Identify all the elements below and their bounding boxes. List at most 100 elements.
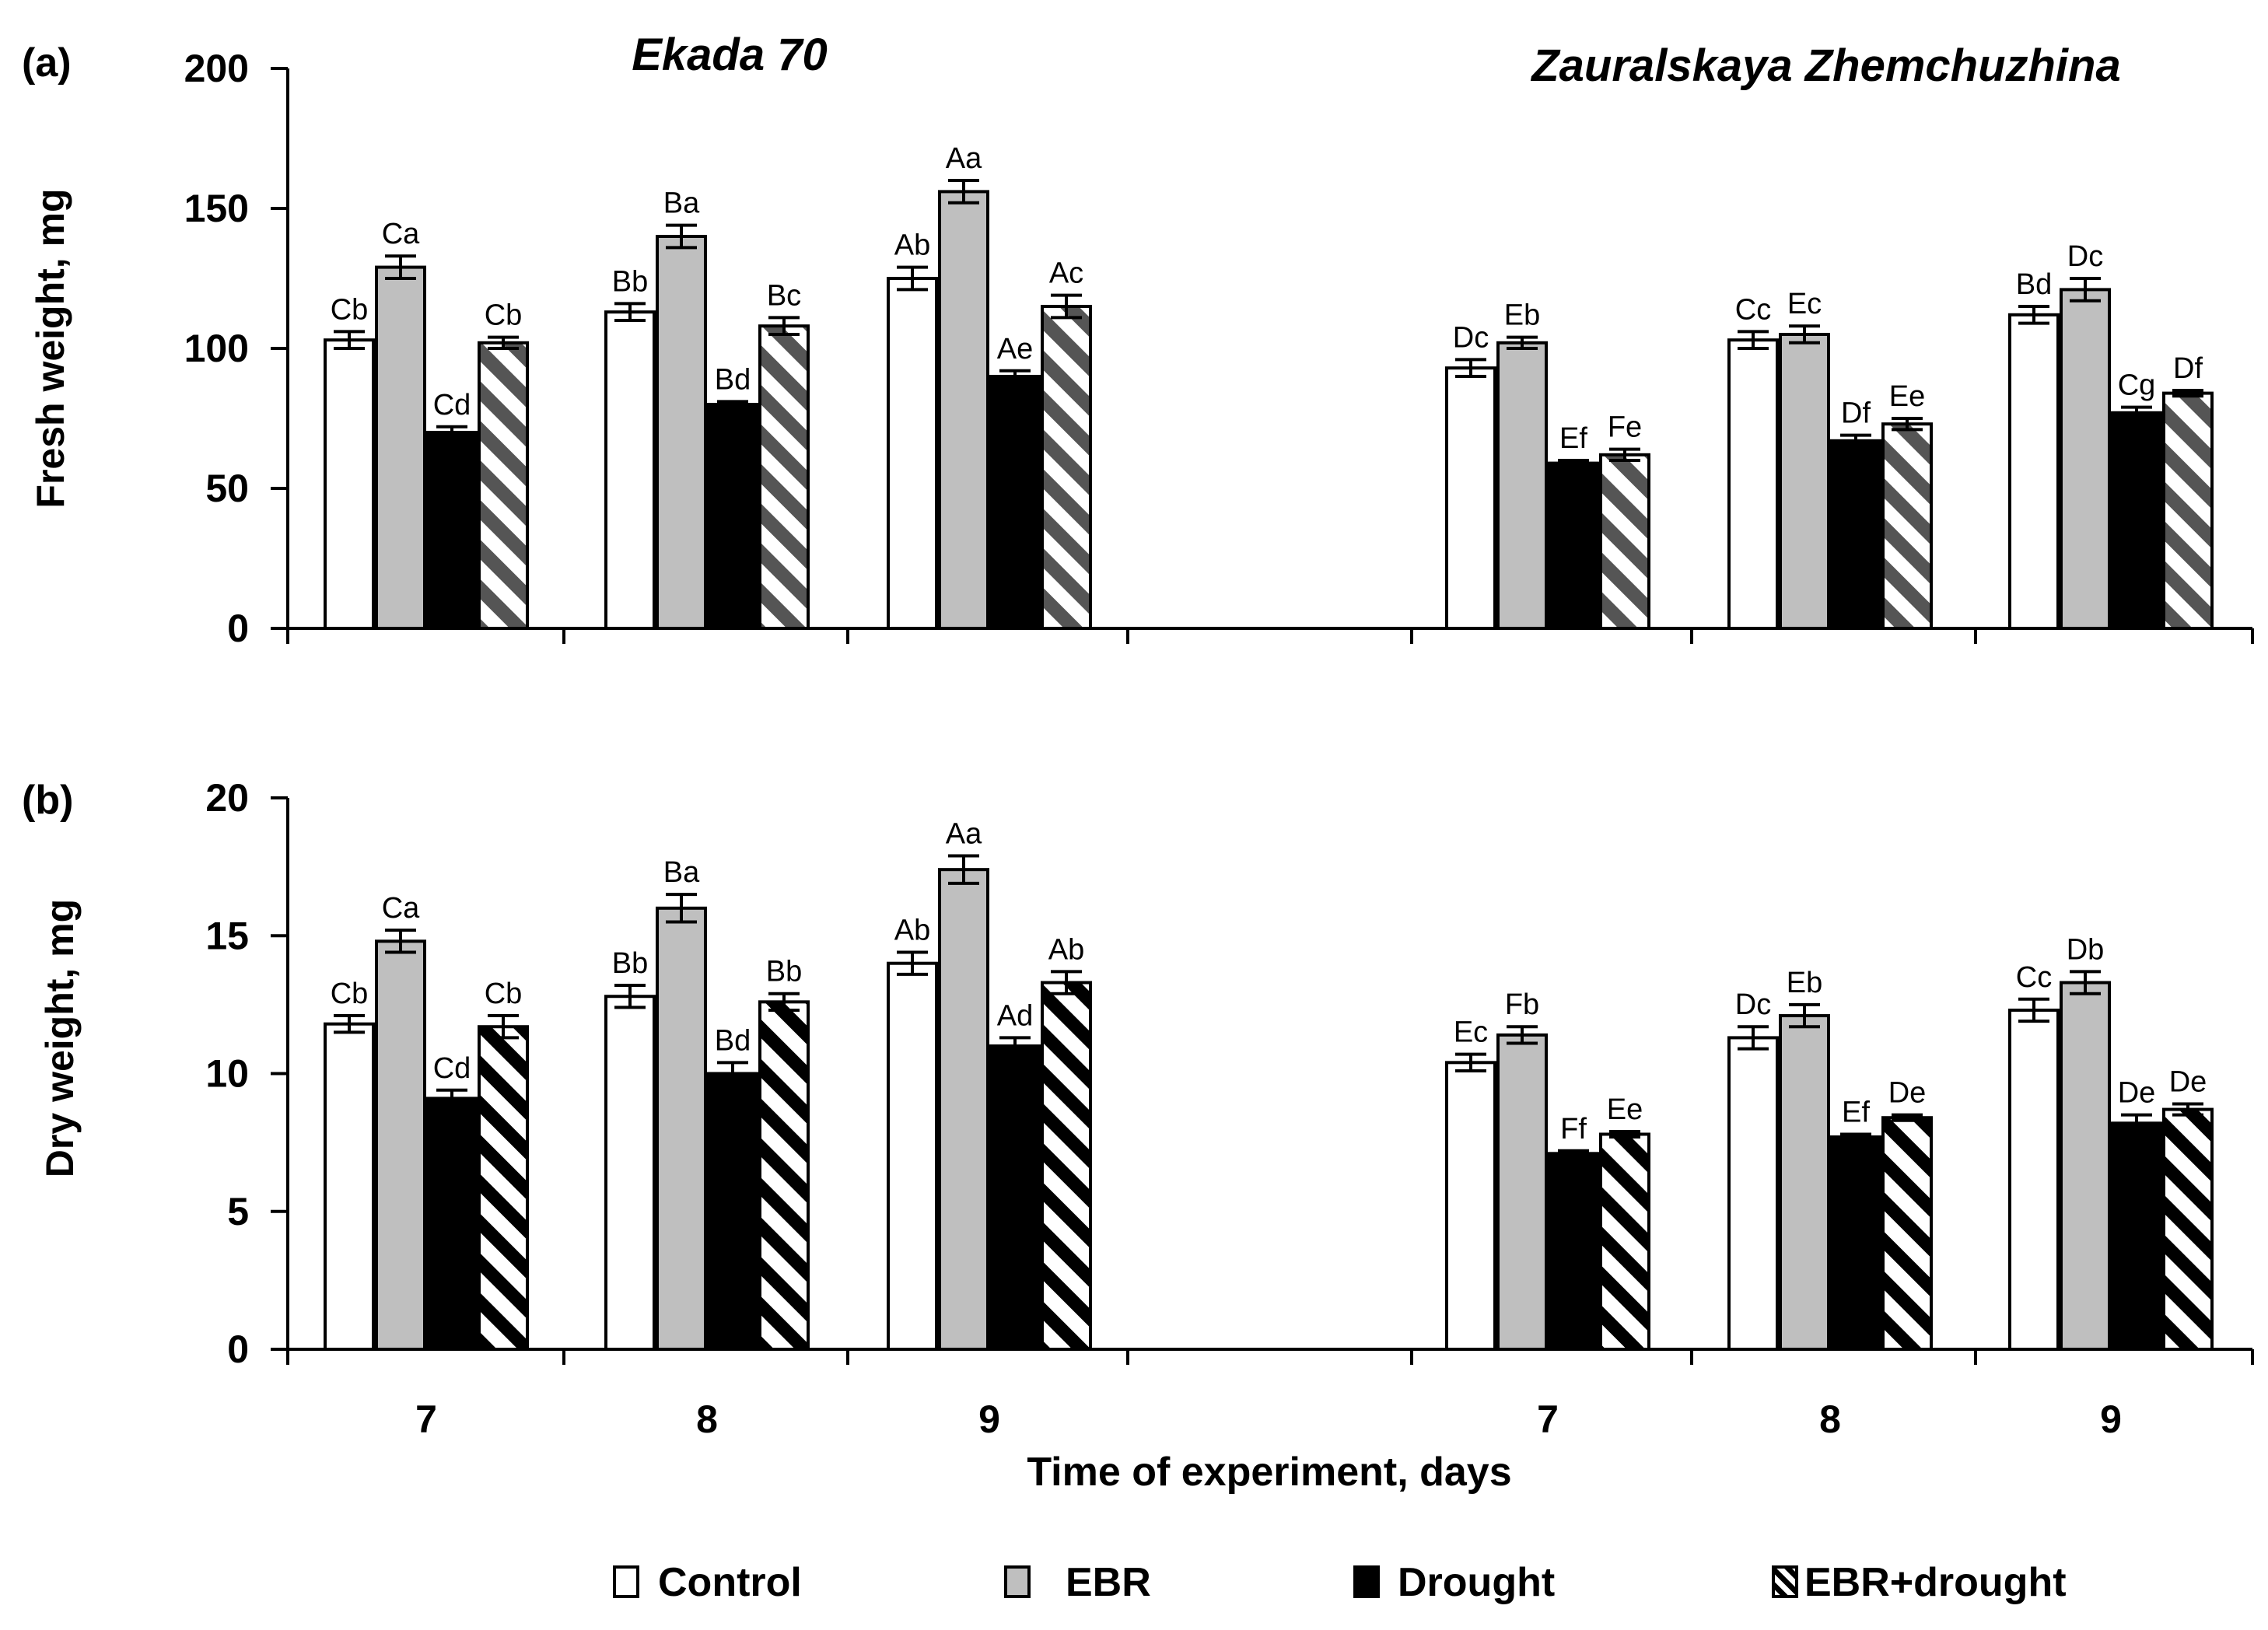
bar-drought-1 [707, 403, 758, 630]
bar-control-2 [887, 961, 938, 1351]
bar-control-5 [2008, 313, 2060, 630]
error-bar [1789, 1002, 1820, 1029]
bar-control-3 [1445, 366, 1496, 630]
data-label: De [2118, 1077, 2156, 1110]
error-bar [1051, 293, 1082, 320]
data-label: Ca [382, 218, 420, 250]
bar-drought-3 [1548, 461, 1599, 630]
y-tick-label: 100 [184, 327, 249, 370]
bar-control-4 [1727, 338, 1779, 630]
x-tick-zaural-9: 9 [2100, 1397, 2122, 1441]
error-bar [1507, 335, 1538, 350]
error-bar [1558, 1149, 1589, 1158]
data-label: Ba [663, 856, 700, 889]
bar-ebr-3 [1496, 1033, 1548, 1351]
error-bar [999, 1036, 1031, 1056]
error-bar [1840, 1132, 1871, 1142]
bar-ebr-4 [1779, 333, 1830, 630]
bar-ebr-1 [656, 235, 707, 630]
data-label: Ee [1889, 380, 1925, 413]
panel-b-label: (b) [22, 778, 73, 823]
bar-drought-2 [989, 375, 1041, 630]
data-label: Ca [382, 892, 420, 925]
error-bar [666, 893, 697, 924]
bar-drought-0 [426, 431, 478, 630]
y-tick-label: 20 [205, 776, 249, 820]
bar-ebr-drought-2 [1041, 305, 1092, 630]
data-label: Aa [946, 142, 982, 175]
data-label: Cc [2016, 961, 2052, 994]
data-label: Bd [2016, 268, 2052, 301]
error-bar [1840, 433, 1871, 448]
data-label: Ef [1559, 422, 1587, 455]
error-bar [897, 265, 928, 292]
y-tick-label: 10 [205, 1052, 249, 1096]
bar-ebr-drought-5 [2162, 1107, 2214, 1351]
data-label: Bb [612, 265, 648, 298]
bar-drought-0 [426, 1097, 478, 1352]
error-bar [2172, 389, 2203, 398]
bar-ebr-drought-2 [1041, 981, 1092, 1351]
data-label: Aa [946, 817, 982, 850]
error-bar [614, 984, 646, 1009]
data-label: Bb [766, 956, 802, 988]
error-bar [436, 1088, 467, 1109]
y-tick-label: 200 [184, 47, 249, 90]
data-label: Cb [485, 299, 523, 332]
data-label: Bd [715, 1024, 751, 1057]
cultivar-title-ekada: Ekada 70 [632, 30, 828, 80]
cultivar-title-zauralskaya: Zauralskaya Zhemchuzhina [1530, 40, 2120, 91]
error-bar [2018, 997, 2049, 1023]
error-bar [1789, 324, 1820, 345]
error-bar [666, 223, 697, 250]
bar-ebr-drought-3 [1599, 453, 1650, 630]
data-label: Df [2173, 352, 2203, 385]
legend: Control EBR Drought EBR+drought [613, 1560, 2067, 1605]
bar-ebr-0 [375, 939, 426, 1351]
x-axis-title: Time of experiment, days [1027, 1450, 1511, 1495]
error-bar [385, 929, 416, 954]
bar-drought-4 [1830, 1135, 1881, 1352]
error-bar [488, 335, 519, 350]
error-bar [2070, 277, 2101, 303]
error-bar [999, 369, 1031, 384]
y-tick-label: 5 [227, 1190, 249, 1233]
x-tick-ekada-9: 9 [978, 1397, 1000, 1441]
panel-a-label: (a) [22, 40, 72, 86]
legend-label-ebr: EBR [1066, 1560, 1151, 1605]
error-bar [488, 1014, 519, 1040]
panel-a: 0 50 100 150 200 Cb Bb Ab Dc Cc Bd Ca Ba Aa Eb Ec Dc Cd Bd… [184, 47, 2254, 650]
x-tick-zaural-7: 7 [1537, 1397, 1559, 1441]
bar-drought-5 [2111, 1121, 2162, 1352]
data-label: Ab [894, 915, 930, 947]
error-bar [334, 330, 365, 350]
data-label: Ad [997, 999, 1033, 1032]
bar-control-3 [1445, 1061, 1496, 1351]
error-bar [2121, 405, 2152, 420]
data-label: Fe [1608, 411, 1642, 444]
data-label: Ac [1049, 257, 1083, 290]
error-bar [1558, 459, 1589, 468]
data-label: Ba [663, 187, 700, 220]
data-label: Dc [2067, 240, 2103, 273]
panel-b: 0 5 10 15 20 Cb Bb Ab Ec Dc Cc Ca Ba Aa Fb Eb Db Cd Bd Ad Ff… [205, 776, 2254, 1371]
data-label: Dc [1735, 988, 1771, 1021]
bar-control-2 [887, 277, 938, 630]
data-label: Db [2067, 933, 2105, 966]
error-bar [768, 316, 800, 336]
error-bar [768, 992, 800, 1012]
legend-label-drought: Drought [1398, 1560, 1555, 1605]
bar-ebr-0 [375, 265, 426, 630]
bar-ebr-1 [656, 906, 707, 1352]
bar-ebr-drought-0 [478, 341, 529, 630]
bar-ebr-5 [2060, 288, 2111, 630]
bar-ebr-3 [1496, 341, 1548, 630]
data-label: Df [1841, 397, 1871, 430]
bar-ebr-drought-5 [2162, 391, 2214, 630]
error-bar [1507, 1025, 1538, 1045]
bar-ebr-2 [938, 190, 989, 630]
bar-ebr-5 [2060, 981, 2111, 1351]
data-label: Cd [433, 1052, 471, 1085]
error-bar [1455, 358, 1486, 378]
